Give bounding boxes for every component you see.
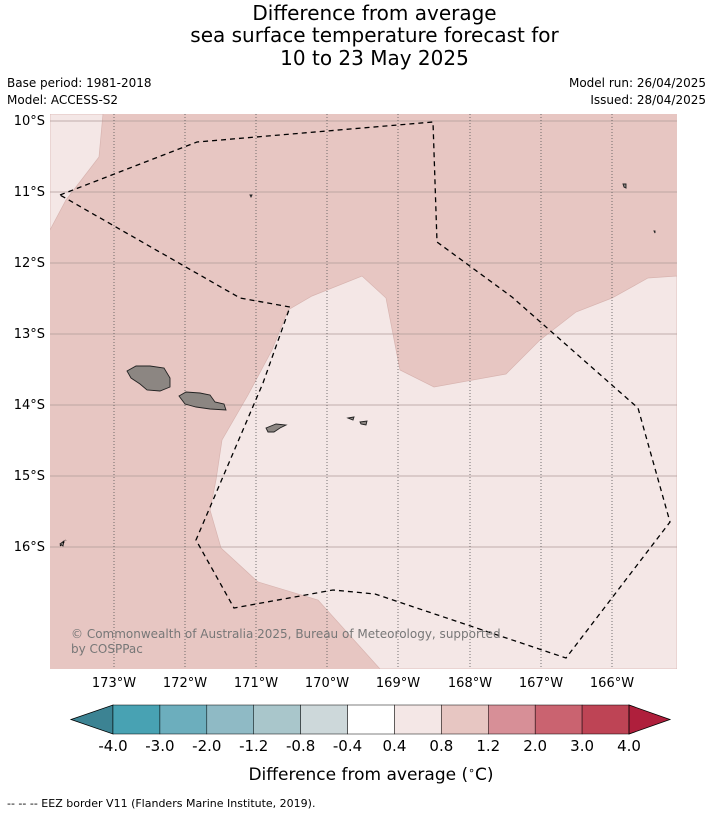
colorbar-box (112, 704, 161, 735)
colorbar-box (534, 704, 583, 735)
island-small-east (653, 230, 656, 234)
colorbar-tick-label: 4.0 (617, 737, 641, 755)
copyright-credit-line-2: by COSPPac (71, 642, 143, 656)
colorbar-box (159, 704, 208, 735)
title-line-2: sea surface temperature forecast for (190, 23, 559, 47)
colorbar-box (394, 704, 442, 735)
lat-label: 16°S (14, 540, 45, 555)
colorbar-box (581, 704, 630, 735)
colorbar-box (206, 704, 254, 735)
lat-label: 14°S (14, 398, 45, 413)
eez-border-small (59, 539, 67, 547)
latitude-gridlines (50, 120, 677, 548)
lat-label: 10°S (14, 114, 45, 129)
colorbar-tick-label: 2.0 (523, 737, 547, 755)
colorbar-tick-label: 3.0 (570, 737, 594, 755)
longitude-labels: 173°W 172°W 171°W 170°W 169°W 168°W 167°… (92, 676, 634, 691)
lat-label: 11°S (14, 185, 45, 200)
model-label: Model: ACCESS-S2 (7, 93, 119, 107)
eez-footnote: -- -- -- EEZ border V11 (Flanders Marine… (7, 797, 316, 810)
colorbar-tick-label: 1.2 (476, 737, 500, 755)
colorbar-box (300, 704, 348, 735)
land-masses (59, 183, 656, 547)
lon-label: 172°W (163, 676, 207, 691)
island-upolu (178, 391, 227, 411)
longitude-gridlines (113, 114, 613, 669)
lon-label: 173°W (92, 676, 136, 691)
issued-label: Issued: 28/04/2025 (590, 93, 706, 107)
lat-label: 15°S (14, 469, 45, 484)
colorbar-tick-label: 0.8 (429, 737, 453, 755)
model-run-label: Model run: 26/04/2025 (568, 76, 706, 90)
island-ofu (346, 416, 355, 421)
colorbar-box (441, 704, 489, 735)
island-tokelau (622, 183, 627, 189)
anomaly-region-0p4-0p8-northwest (50, 114, 104, 231)
island-tau (359, 420, 368, 426)
colorbar-extend-high (628, 704, 672, 735)
colorbar-box (347, 704, 395, 735)
island-tutuila (265, 423, 288, 433)
lon-label: 169°W (376, 676, 420, 691)
colorbar-tick-label: -3.0 (145, 737, 174, 755)
base-period-label: Base period: 1981-2018 (7, 76, 152, 90)
lon-label: 171°W (234, 676, 278, 691)
lon-label: 167°W (519, 676, 563, 691)
colorbar-tick-label: 0.4 (383, 737, 407, 755)
latitude-labels: 10°S 11°S 12°S 13°S 14°S 15°S 16°S (14, 114, 45, 555)
lat-label: 13°S (14, 327, 45, 342)
colorbar: -4.0 -3.0 -2.0 -1.2 -0.8 -0.4 0.4 0.8 1.2 2.0 3.0 4… (69, 704, 672, 755)
lat-label: 12°S (14, 256, 45, 271)
colorbar-label: Difference from average (∘C) (248, 764, 493, 785)
colorbar-box (253, 704, 301, 735)
degree-symbol: ∘ (468, 764, 475, 777)
island-savaii (126, 365, 171, 392)
lon-label: 168°W (448, 676, 492, 691)
colorbar-box (488, 704, 536, 735)
colorbar-extend-low (69, 704, 114, 735)
colorbar-tick-label: -2.0 (192, 737, 221, 755)
title-line-1: Difference from average (252, 1, 497, 25)
island-swains (249, 194, 253, 199)
lon-label: 170°W (305, 676, 349, 691)
copyright-credit-line-1: © Commonwealth of Australia 2025, Bureau… (71, 627, 501, 641)
colorbar-tick-label: -0.4 (333, 737, 362, 755)
colorbar-tick-label: -0.8 (286, 737, 315, 755)
eez-border (58, 121, 671, 659)
colorbar-tick-label: -1.2 (239, 737, 268, 755)
colorbar-tick-label: -4.0 (98, 737, 127, 755)
title-line-3: 10 to 23 May 2025 (280, 46, 469, 70)
map-panel: © Commonwealth of Australia 2025, Bureau… (50, 114, 677, 669)
lon-label: 166°W (590, 676, 634, 691)
